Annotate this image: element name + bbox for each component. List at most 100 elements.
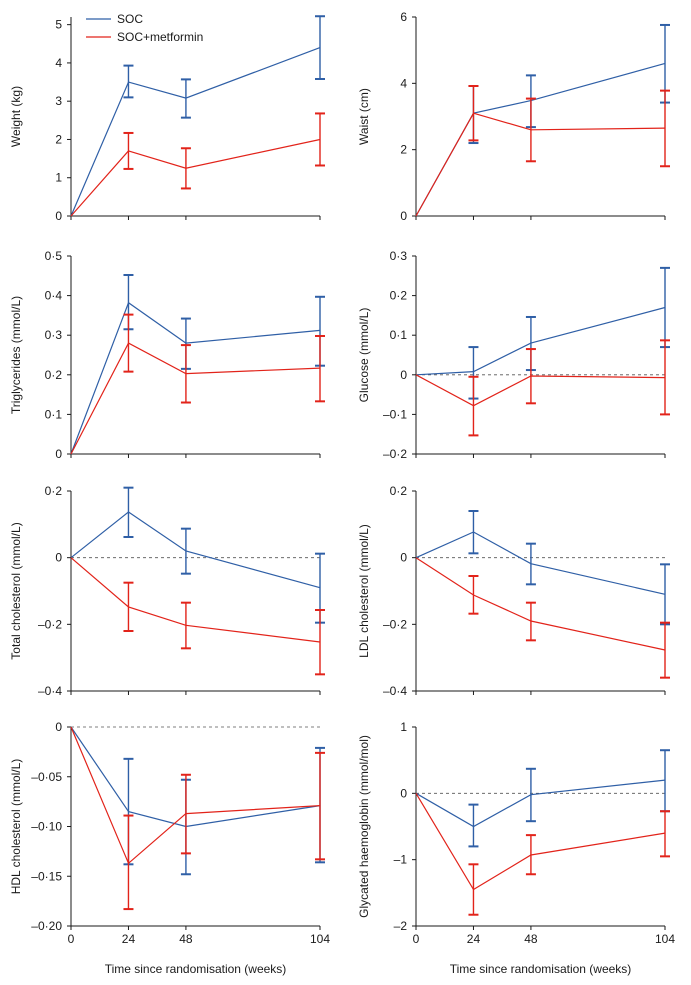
series-metformin (70, 726, 325, 911)
x-tick-label: 48 (524, 932, 538, 946)
y-tick-label: 0·2 (45, 368, 63, 382)
x-axis-title: Time since randomisation (weeks) (105, 962, 287, 976)
series-metformin (70, 557, 325, 676)
legend: SOC SOC+metformin (86, 12, 203, 44)
panel-8: –2 –1 0 1 0 24 48 104 Glycated haemoglobin (mmol… (357, 720, 675, 976)
series-line-metformin (70, 557, 321, 643)
y-tick-label: 0 (55, 720, 62, 734)
series-metformin (415, 84, 670, 217)
series-line-soc (415, 62, 666, 217)
series-soc (415, 23, 670, 217)
y-tick-label: 0 (55, 551, 62, 565)
series-line-soc (415, 306, 666, 376)
y-tick-label: 4 (400, 76, 407, 90)
y-tick-label: –0·4 (383, 684, 407, 698)
y-axis-title: Weight (kg) (9, 86, 23, 147)
series-line-metformin (415, 792, 666, 891)
y-tick-label: 0·2 (390, 289, 408, 303)
panel-2: 0 2 4 6 Waist (cm) (357, 10, 670, 223)
series-line-soc (415, 779, 666, 828)
y-tick-label: 0·1 (390, 328, 408, 342)
y-tick-label: –0·05 (31, 770, 62, 784)
series-metformin (70, 313, 325, 455)
series-line-metformin (415, 374, 666, 407)
series-line-metformin (70, 342, 321, 455)
series-line-metformin (70, 138, 321, 217)
y-tick-label: –0·2 (38, 617, 62, 631)
legend-label-metformin: SOC+metformin (117, 30, 203, 44)
y-axis-title: Glucose (mmol/L) (357, 308, 371, 403)
panel-4: –0·2 –0·1 0 0·1 0·2 0·3 Glucose (mmol/L) (357, 249, 670, 461)
series-line-metformin (70, 726, 321, 865)
series-line-soc (70, 301, 321, 455)
x-tick-label: 0 (413, 932, 420, 946)
x-tick-label: 24 (467, 932, 481, 946)
y-axis-title: Waist (cm) (357, 88, 371, 145)
y-tick-label: –0·15 (31, 869, 62, 883)
y-tick-label: –2 (394, 919, 408, 933)
series-soc (415, 749, 670, 848)
y-axis-title: HDL cholesterol (mmol/L) (9, 759, 23, 895)
y-tick-label: 0 (400, 368, 407, 382)
panel-5: –0·4 –0·2 0 0·2 Total cholesterol (mmol/L) (9, 484, 325, 698)
series-soc (70, 15, 325, 217)
y-tick-label: 0·3 (390, 249, 408, 263)
y-tick-label: –0·20 (31, 919, 62, 933)
y-axis-title: LDL cholesterol (mmol/L) (357, 524, 371, 658)
y-tick-label: 2 (55, 132, 62, 146)
y-tick-label: –0·2 (383, 617, 407, 631)
x-axis-title: Time since randomisation (weeks) (450, 962, 632, 976)
x-tick-label: 0 (68, 932, 75, 946)
panel-3: 0 0·1 0·2 0·3 0·4 0·5 Triglycerides (mmol/L) (9, 249, 325, 461)
series-metformin (415, 557, 670, 679)
y-tick-label: 0 (400, 209, 407, 223)
y-tick-label: 0·2 (390, 484, 408, 498)
y-tick-label: –0·4 (38, 684, 62, 698)
y-tick-label: 0·4 (45, 289, 63, 303)
series-line-soc (70, 47, 321, 217)
y-tick-label: 0 (400, 786, 407, 800)
y-tick-label: –1 (394, 853, 408, 867)
y-tick-label: 0 (55, 209, 62, 223)
series-soc (70, 274, 325, 455)
y-tick-label: 6 (400, 10, 407, 24)
series-soc (70, 486, 325, 624)
y-axis-title: Triglycerides (mmol/L) (9, 296, 23, 414)
series-line-metformin (415, 557, 666, 651)
y-tick-label: 1 (55, 171, 62, 185)
series-line-soc (70, 511, 321, 589)
series-metformin (415, 339, 670, 437)
y-tick-label: 0·5 (45, 249, 63, 263)
y-tick-label: 1 (400, 720, 407, 734)
x-tick-label: 104 (310, 932, 330, 946)
series-metformin (70, 112, 325, 217)
panel-1: 0 1 2 3 4 5 Weight (kg) SOC SOC+metformin (9, 12, 325, 223)
x-tick-label: 24 (122, 932, 136, 946)
series-metformin (415, 792, 670, 916)
y-tick-label: 0·1 (45, 407, 63, 421)
legend-label-soc: SOC (117, 12, 143, 26)
y-tick-label: 4 (55, 56, 62, 70)
series-line-soc (70, 726, 321, 828)
y-tick-label: –0·2 (383, 447, 407, 461)
y-tick-label: 0 (400, 551, 407, 565)
y-tick-label: 0·3 (45, 328, 63, 342)
series-soc (70, 726, 325, 876)
y-tick-label: –0·1 (383, 407, 407, 421)
panel-6: –0·4 –0·2 0 0·2 LDL cholesterol (mmol/L) (357, 484, 670, 698)
series-line-metformin (415, 112, 666, 217)
x-tick-label: 104 (655, 932, 675, 946)
series-line-soc (415, 531, 666, 595)
series-soc (415, 510, 670, 626)
y-axis-title: Glycated haemoglobin (mmol/mol) (357, 735, 371, 918)
x-tick-label: 48 (179, 932, 193, 946)
series-soc (415, 266, 670, 400)
y-tick-label: 0·2 (45, 484, 63, 498)
y-tick-label: 0 (55, 447, 62, 461)
y-tick-label: 5 (55, 18, 62, 32)
y-tick-label: –0·10 (31, 820, 62, 834)
y-tick-label: 2 (400, 143, 407, 157)
y-axis-title: Total cholesterol (mmol/L) (9, 522, 23, 659)
panel-7: –0·20 –0·15 –0·10 –0·05 0 0 24 48 104 HDL cholest… (9, 720, 330, 976)
